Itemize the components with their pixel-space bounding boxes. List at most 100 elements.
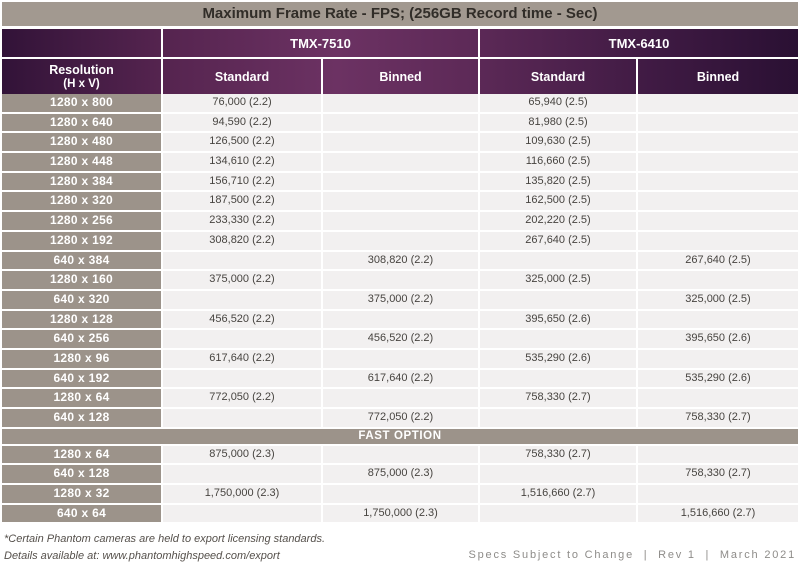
value-cell <box>636 172 798 191</box>
value-cell <box>161 251 321 270</box>
value-cell <box>321 172 478 191</box>
value-cell <box>478 465 636 484</box>
value-cell: 1,516,660 (2.7) <box>636 504 798 523</box>
table-row: 1280 x 448 134,610 (2.2) 116,660 (2.5) <box>2 153 798 171</box>
resolution-header-line1: Resolution <box>49 63 114 77</box>
resolution-cell: 1280 x 256 <box>2 212 161 230</box>
resolution-cell: 1280 x 128 <box>2 310 161 329</box>
table-row: 1280 x 480 126,500 (2.2) 109,630 (2.5) <box>2 133 798 152</box>
table-row: 1280 x 384 156,710 (2.2) 135,820 (2.5) <box>2 172 798 191</box>
resolution-cell: 1280 x 640 <box>2 113 161 132</box>
value-cell: 267,640 (2.5) <box>636 251 798 270</box>
table-row: 1280 x 128 456,520 (2.2) 395,650 (2.6) <box>2 310 798 329</box>
value-cell: 758,330 (2.7) <box>478 389 636 407</box>
resolution-cell: 1280 x 320 <box>2 192 161 211</box>
value-cell <box>161 290 321 309</box>
value-cell: 772,050 (2.2) <box>161 389 321 407</box>
value-cell: 875,000 (2.3) <box>161 445 321 464</box>
value-cell: 772,050 (2.2) <box>321 409 478 427</box>
value-cell <box>636 231 798 250</box>
value-cell: 456,520 (2.2) <box>161 310 321 329</box>
resolution-cell: 1280 x 800 <box>2 94 161 112</box>
value-cell: 395,650 (2.6) <box>636 330 798 348</box>
resolution-cell: 1280 x 384 <box>2 172 161 191</box>
value-cell <box>636 485 798 503</box>
value-cell <box>161 369 321 388</box>
value-cell <box>161 330 321 348</box>
footnote-line2: Details available at: www.phantomhighspe… <box>4 549 280 562</box>
camera-name-tmx7510: TMX-7510 <box>161 29 478 57</box>
value-cell <box>636 192 798 211</box>
value-cell <box>321 192 478 211</box>
footnote-line1: *Certain Phantom cameras are held to exp… <box>4 533 326 546</box>
value-cell: 126,500 (2.2) <box>161 133 321 152</box>
table-row: 1280 x 256 233,330 (2.2) 202,220 (2.5) <box>2 212 798 230</box>
fast-option-bar: FAST OPTION <box>2 428 798 444</box>
value-cell <box>321 445 478 464</box>
value-cell: 81,980 (2.5) <box>478 113 636 132</box>
resolution-cell: 1280 x 480 <box>2 133 161 152</box>
value-cell <box>636 94 798 112</box>
table-row: 1280 x 800 76,000 (2.2) 65,940 (2.5) <box>2 94 798 112</box>
value-cell: 456,520 (2.2) <box>321 330 478 348</box>
value-cell <box>161 504 321 523</box>
value-cell: 758,330 (2.7) <box>478 445 636 464</box>
camera-header-row: TMX-7510 TMX-6410 <box>2 29 798 57</box>
value-cell <box>321 349 478 368</box>
table-row: 640 x 192 617,640 (2.2) 535,290 (2.6) <box>2 369 798 388</box>
value-cell <box>321 212 478 230</box>
value-cell: 325,000 (2.5) <box>478 271 636 289</box>
value-cell <box>636 271 798 289</box>
value-cell <box>161 465 321 484</box>
table-row: 1280 x 160 375,000 (2.2) 325,000 (2.5) <box>2 271 798 289</box>
value-cell <box>321 271 478 289</box>
value-cell <box>636 349 798 368</box>
value-cell: 375,000 (2.2) <box>321 290 478 309</box>
value-cell: 187,500 (2.2) <box>161 192 321 211</box>
footer: *Certain Phantom cameras are held to exp… <box>2 524 798 573</box>
value-cell <box>636 113 798 132</box>
value-cell: 76,000 (2.2) <box>161 94 321 112</box>
value-cell: 94,590 (2.2) <box>161 113 321 132</box>
page-title: Maximum Frame Rate - FPS; (256GB Record … <box>2 2 798 26</box>
value-cell: 535,290 (2.6) <box>636 369 798 388</box>
value-cell <box>321 153 478 171</box>
value-cell: 758,330 (2.7) <box>636 465 798 484</box>
value-cell <box>478 290 636 309</box>
revision-note: Specs Subject to Change | Rev 1 | March … <box>468 549 796 562</box>
value-cell: 1,750,000 (2.3) <box>161 485 321 503</box>
camera-header-spacer <box>2 29 161 57</box>
resolution-cell: 1280 x 448 <box>2 153 161 171</box>
value-cell: 375,000 (2.2) <box>161 271 321 289</box>
resolution-cell: 1280 x 160 <box>2 271 161 289</box>
table-row: 1280 x 64 772,050 (2.2) 758,330 (2.7) <box>2 389 798 407</box>
value-cell: 267,640 (2.5) <box>478 231 636 250</box>
value-cell <box>478 330 636 348</box>
value-cell: 1,516,660 (2.7) <box>478 485 636 503</box>
value-cell <box>636 133 798 152</box>
value-cell <box>321 310 478 329</box>
main-rows: 1280 x 800 76,000 (2.2) 65,940 (2.5) 1280 x… <box>2 94 798 427</box>
value-cell <box>321 133 478 152</box>
value-cell <box>478 369 636 388</box>
table-header: TMX-7510 TMX-6410 Resolution (H x V) Sta… <box>2 29 798 94</box>
column-header-row: Resolution (H x V) Standard Binned Stand… <box>2 57 798 94</box>
value-cell: 395,650 (2.6) <box>478 310 636 329</box>
resolution-cell: 1280 x 64 <box>2 389 161 407</box>
resolution-header-cell: Resolution (H x V) <box>2 59 161 94</box>
value-cell: 202,220 (2.5) <box>478 212 636 230</box>
table-row: 640 x 128 875,000 (2.3) 758,330 (2.7) <box>2 465 798 484</box>
table-row: 1280 x 640 94,590 (2.2) 81,980 (2.5) <box>2 113 798 132</box>
value-cell <box>636 310 798 329</box>
value-cell <box>321 485 478 503</box>
value-cell <box>321 231 478 250</box>
value-cell: 1,750,000 (2.3) <box>321 504 478 523</box>
fast-rows: 1280 x 64 875,000 (2.3) 758,330 (2.7) 640 x… <box>2 445 798 523</box>
value-cell: 758,330 (2.7) <box>636 409 798 427</box>
value-cell: 875,000 (2.3) <box>321 465 478 484</box>
table-row: 640 x 320 375,000 (2.2) 325,000 (2.5) <box>2 290 798 309</box>
value-cell <box>636 153 798 171</box>
table-row: 640 x 64 1,750,000 (2.3) 1,516,660 (2.7) <box>2 504 798 523</box>
value-cell: 308,820 (2.2) <box>161 231 321 250</box>
value-cell: 65,940 (2.5) <box>478 94 636 112</box>
